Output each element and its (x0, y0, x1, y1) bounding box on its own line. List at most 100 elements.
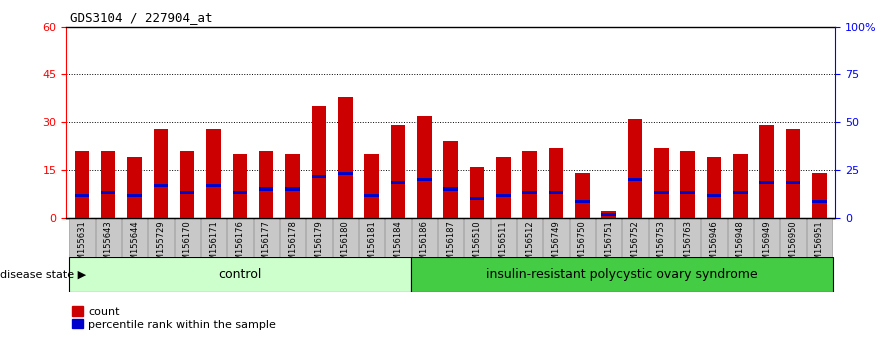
Text: GSM156753: GSM156753 (657, 220, 666, 271)
Bar (602, 211, 616, 218)
FancyBboxPatch shape (359, 218, 384, 262)
Bar (233, 154, 248, 218)
Text: GSM156752: GSM156752 (631, 220, 640, 271)
Bar (390, 125, 405, 218)
FancyBboxPatch shape (675, 218, 700, 262)
Text: GSM156176: GSM156176 (235, 220, 244, 271)
Text: GDS3104 / 227904_at: GDS3104 / 227904_at (70, 11, 213, 24)
Text: GSM156751: GSM156751 (604, 220, 613, 271)
Bar (153, 184, 168, 188)
Bar (759, 181, 774, 184)
Text: GSM155631: GSM155631 (78, 220, 86, 271)
Bar (786, 129, 800, 218)
Bar (549, 190, 563, 194)
Bar (180, 190, 195, 194)
Text: GSM155644: GSM155644 (130, 220, 139, 270)
FancyBboxPatch shape (544, 218, 568, 262)
Bar (259, 151, 273, 218)
FancyBboxPatch shape (385, 218, 411, 262)
Bar (575, 173, 589, 218)
Bar (417, 178, 432, 181)
Text: GSM156950: GSM156950 (788, 220, 797, 270)
FancyBboxPatch shape (95, 218, 121, 262)
Text: GSM156510: GSM156510 (472, 220, 482, 270)
FancyBboxPatch shape (570, 218, 595, 262)
Text: GSM156511: GSM156511 (499, 220, 507, 270)
Bar (733, 190, 748, 194)
FancyBboxPatch shape (517, 218, 543, 262)
Text: GSM156180: GSM156180 (341, 220, 350, 271)
Bar (759, 125, 774, 218)
FancyBboxPatch shape (596, 218, 621, 262)
Bar (75, 151, 89, 218)
Bar (206, 184, 221, 188)
FancyBboxPatch shape (491, 218, 516, 262)
Text: GSM156512: GSM156512 (525, 220, 534, 270)
FancyBboxPatch shape (122, 218, 147, 262)
Bar (654, 190, 669, 194)
FancyBboxPatch shape (754, 218, 780, 262)
Bar (285, 188, 300, 190)
Bar (101, 190, 115, 194)
FancyBboxPatch shape (70, 218, 94, 262)
FancyBboxPatch shape (622, 218, 648, 262)
Text: insulin-resistant polycystic ovary syndrome: insulin-resistant polycystic ovary syndr… (486, 268, 758, 281)
Text: GSM156181: GSM156181 (367, 220, 376, 271)
FancyBboxPatch shape (174, 218, 200, 262)
Bar (628, 119, 642, 218)
Text: GSM156949: GSM156949 (762, 220, 771, 270)
Text: GSM156951: GSM156951 (815, 220, 824, 270)
FancyBboxPatch shape (438, 218, 463, 262)
FancyBboxPatch shape (781, 218, 806, 262)
Text: control: control (218, 268, 262, 281)
Bar (733, 154, 748, 218)
Bar (812, 173, 826, 218)
FancyBboxPatch shape (307, 218, 331, 262)
Text: GSM156179: GSM156179 (315, 220, 323, 271)
Text: GSM156749: GSM156749 (552, 220, 560, 271)
Text: GSM156171: GSM156171 (209, 220, 218, 271)
Text: GSM156187: GSM156187 (446, 220, 455, 271)
Bar (575, 200, 589, 203)
Bar (365, 194, 379, 197)
Bar (496, 157, 511, 218)
Bar (75, 194, 89, 197)
Text: GSM156948: GSM156948 (736, 220, 744, 271)
FancyBboxPatch shape (411, 257, 833, 292)
Text: GSM155643: GSM155643 (104, 220, 113, 271)
FancyBboxPatch shape (201, 218, 226, 262)
Bar (180, 151, 195, 218)
FancyBboxPatch shape (254, 218, 279, 262)
Bar (470, 167, 485, 218)
Bar (285, 154, 300, 218)
Bar (417, 116, 432, 218)
FancyBboxPatch shape (701, 218, 727, 262)
FancyBboxPatch shape (728, 218, 753, 262)
Bar (496, 194, 511, 197)
Bar (522, 151, 537, 218)
Legend: count, percentile rank within the sample: count, percentile rank within the sample (71, 307, 276, 330)
Bar (312, 106, 326, 218)
Bar (628, 178, 642, 181)
FancyBboxPatch shape (333, 218, 358, 262)
Text: GSM156750: GSM156750 (578, 220, 587, 271)
Bar (654, 148, 669, 218)
Bar (443, 141, 458, 218)
Text: GSM156763: GSM156763 (683, 220, 692, 271)
Bar (259, 188, 273, 190)
Bar (153, 129, 168, 218)
Bar (128, 157, 142, 218)
Bar (338, 172, 352, 175)
Text: GSM156178: GSM156178 (288, 220, 297, 271)
Text: GSM156186: GSM156186 (419, 220, 429, 271)
FancyBboxPatch shape (648, 218, 674, 262)
Bar (312, 175, 326, 178)
Bar (812, 200, 826, 203)
Text: GSM156177: GSM156177 (262, 220, 270, 271)
Bar (338, 97, 352, 218)
Bar (786, 181, 800, 184)
FancyBboxPatch shape (227, 218, 253, 262)
FancyBboxPatch shape (148, 218, 174, 262)
Bar (443, 188, 458, 190)
FancyBboxPatch shape (464, 218, 490, 262)
